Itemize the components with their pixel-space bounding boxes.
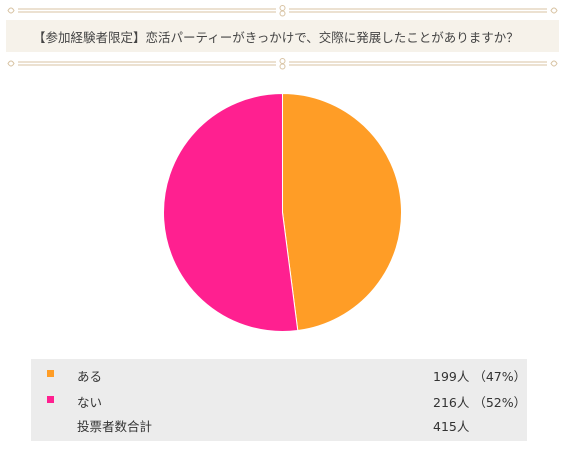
legend-label: ない bbox=[77, 395, 103, 410]
bottom-ornament-divider bbox=[7, 58, 558, 70]
legend-value: 216人 （52%） bbox=[433, 395, 527, 410]
top-ornament-divider bbox=[7, 5, 558, 17]
legend-swatch-aru bbox=[47, 370, 54, 377]
pie-slice-0 bbox=[282, 92, 402, 332]
legend-row-aru: ある 199人 （47%） bbox=[31, 361, 527, 387]
total-voters-value: 415人 bbox=[433, 419, 470, 434]
total-voters-label: 投票者数合計 bbox=[77, 419, 153, 434]
pie-chart-svg bbox=[163, 92, 402, 332]
legend-label: ある bbox=[77, 369, 103, 384]
legend-row-nai: ない 216人 （52%） bbox=[31, 387, 527, 413]
legend-value: 199人 （47%） bbox=[433, 369, 527, 384]
results-legend: ある 199人 （47%） ない 216人 （52%） 投票者数合計 415人 bbox=[31, 359, 527, 441]
pie-slice-1 bbox=[163, 92, 299, 332]
legend-swatch-nai bbox=[47, 396, 54, 403]
question-banner: 【参加経験者限定】恋活パーティーがきっかけで、交際に発展したことがありますか？ bbox=[6, 20, 559, 52]
legend-row-total: 投票者数合計 415人 bbox=[31, 411, 527, 437]
pie-chart bbox=[160, 90, 405, 335]
question-title: 【参加経験者限定】恋活パーティーがきっかけで、交際に発展したことがありますか？ bbox=[33, 29, 519, 45]
